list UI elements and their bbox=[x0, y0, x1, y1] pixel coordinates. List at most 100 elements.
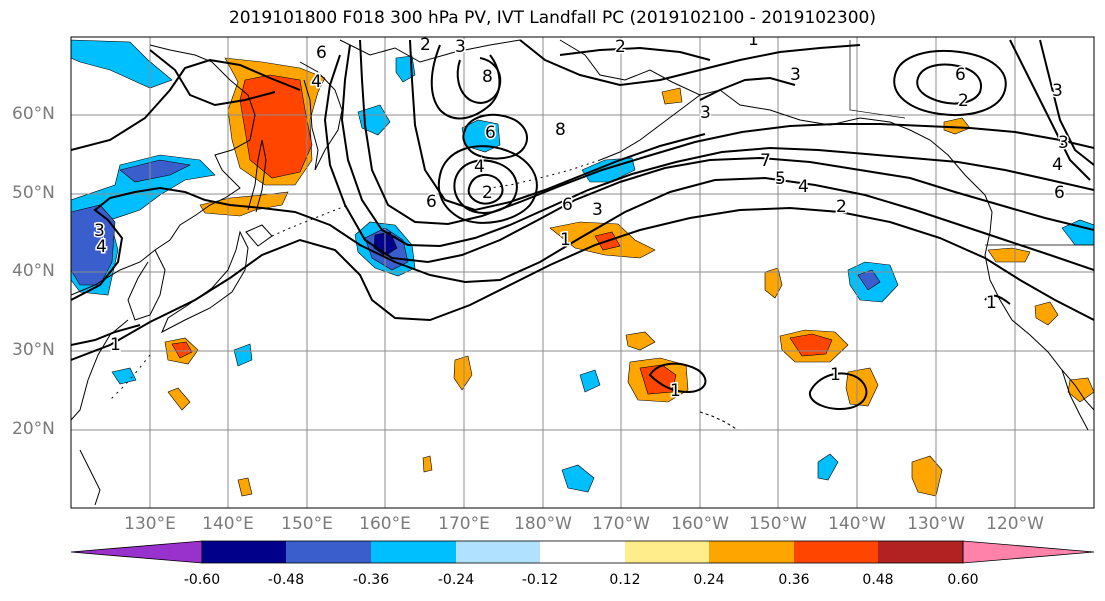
pv-contour-ring-ne-2 bbox=[916, 63, 982, 105]
lat-label-30n: 30°N bbox=[12, 340, 55, 360]
pv-contour-low-3 bbox=[467, 173, 504, 205]
shade-orange-gulf-alaska bbox=[943, 117, 971, 135]
shade-blue-27n-w bbox=[111, 367, 137, 385]
shade-blue-oregon bbox=[1061, 219, 1094, 246]
pv-contour-label-layer: 6 2 1 2 3 8 6 8 4 2 6 6 3 1 7 5 4 2 3 3 … bbox=[93, 35, 1071, 403]
pv-contour-label: 3 bbox=[1052, 81, 1063, 101]
pv-contour-label: 2 bbox=[958, 91, 969, 111]
pv-contour-label: 4 bbox=[96, 237, 107, 257]
pv-contour-label: 5 bbox=[775, 169, 786, 189]
colorbar-tick-label: 0.24 bbox=[693, 572, 725, 588]
colorbar-segment bbox=[878, 541, 963, 563]
shade-orange-28n-mid bbox=[453, 355, 473, 391]
pv-contour-trough-2 bbox=[456, 57, 502, 104]
shade-orange-34n bbox=[1034, 301, 1059, 326]
pv-contour-ring-ne-1 bbox=[893, 49, 1007, 116]
pv-contours bbox=[71, 39, 1094, 410]
shade-orange-17n-w bbox=[422, 455, 433, 473]
coast-philippines bbox=[79, 449, 101, 506]
colorbar-tick-label: -0.36 bbox=[352, 572, 390, 588]
pv-contour-1 bbox=[71, 206, 1094, 361]
pv-contour-1-hawaii bbox=[648, 362, 707, 394]
pv-contour-label: 1 bbox=[560, 230, 571, 250]
pv-contour-label: 4 bbox=[311, 72, 322, 92]
lon-label: 150°E bbox=[281, 514, 333, 534]
pv-contour-2 bbox=[71, 176, 1094, 301]
coast-alaska-west bbox=[559, 39, 986, 196]
coast-baja bbox=[1061, 369, 1089, 431]
pv-contour-label: 2 bbox=[836, 197, 847, 217]
pv-contour-label: 2 bbox=[420, 35, 431, 55]
pv-contour-label: 6 bbox=[562, 195, 573, 215]
lon-label: 160°E bbox=[359, 514, 411, 534]
shade-orange-24n-w bbox=[167, 387, 191, 411]
pv-contour-label: 6 bbox=[316, 43, 327, 63]
colorbar-segment bbox=[625, 541, 709, 563]
pv-contour-label: 4 bbox=[798, 177, 809, 197]
colorbar-extend-low bbox=[70, 540, 203, 564]
pv-contour-1-west bbox=[71, 324, 141, 346]
lon-label: 170°E bbox=[438, 514, 490, 534]
shade-orange-27n bbox=[845, 367, 879, 407]
coast-sakhalin bbox=[247, 139, 267, 213]
shade-blue-18n-e bbox=[817, 453, 839, 481]
pv-contour-label: 2 bbox=[482, 183, 493, 203]
shade-orange-japan-sea bbox=[199, 191, 289, 217]
lon-label: 140°W bbox=[828, 514, 886, 534]
shade-orange-40n-b bbox=[987, 247, 1031, 263]
coast-kurils bbox=[271, 204, 349, 237]
colorbar-segment bbox=[286, 541, 371, 563]
pv-contour-w-loop-2 bbox=[149, 49, 276, 107]
pv-contour-top-3 bbox=[699, 76, 796, 101]
pv-contour-label: 3 bbox=[700, 103, 711, 123]
pv-contour-label: 8 bbox=[555, 120, 566, 140]
lat-label-50n: 50°N bbox=[12, 183, 55, 203]
colorbar-segment bbox=[709, 541, 794, 563]
coast-chukotka bbox=[339, 39, 521, 63]
colorbar-segment bbox=[456, 541, 540, 563]
pv-contour-low-2 bbox=[453, 159, 518, 214]
pv-contour-east-1 bbox=[984, 294, 1011, 305]
pv-contour-label: 6 bbox=[1054, 183, 1065, 203]
coast-ryukyu bbox=[109, 354, 151, 401]
coast-korea bbox=[127, 249, 166, 321]
colorbar-tick-label: -0.60 bbox=[183, 572, 221, 588]
pv-contour-4 bbox=[340, 44, 1094, 248]
pv-contour-east-edge bbox=[1039, 39, 1094, 166]
lon-label: 160°W bbox=[671, 514, 729, 534]
colorbar-tick-label: 0.48 bbox=[862, 572, 894, 588]
shade-orange-32n-mid bbox=[625, 331, 656, 351]
coast-alaska-pen bbox=[599, 94, 701, 161]
pv-contour-label: 8 bbox=[482, 67, 493, 87]
shade-blue-17n-mid bbox=[561, 464, 595, 493]
colorbar-segment bbox=[540, 541, 625, 563]
pv-contour-label: 4 bbox=[1052, 155, 1063, 175]
coast-asia-mainland bbox=[71, 44, 256, 296]
lon-label: 180°W bbox=[514, 514, 572, 534]
shade-blue-26n-mid bbox=[579, 369, 601, 393]
border-alaska-canada bbox=[849, 40, 906, 119]
pv-contour-label: 3 bbox=[94, 221, 105, 241]
lon-label: 120°W bbox=[986, 514, 1044, 534]
colorbar-tick-label: -0.48 bbox=[267, 572, 305, 588]
pv-contour-label: 6 bbox=[955, 65, 966, 85]
pv-contour-3 bbox=[323, 54, 1094, 264]
colorbar-tick-label: 0.60 bbox=[947, 572, 979, 588]
pv-contour-label: 3 bbox=[1058, 133, 1069, 153]
coastlines bbox=[71, 39, 1094, 506]
pv-contour-top-1 bbox=[519, 39, 861, 87]
colorbar-tick-label: 0.36 bbox=[778, 572, 810, 588]
pv-contour-label: 3 bbox=[790, 65, 801, 85]
pv-contour-label: 1 bbox=[110, 335, 121, 355]
pv-contour-low-1 bbox=[437, 145, 538, 224]
shade-red-japan-s bbox=[171, 341, 193, 359]
lat-label-60n: 60°N bbox=[12, 104, 55, 124]
lat-label-40n: 40°N bbox=[12, 261, 55, 281]
pv-contour-top-2 bbox=[559, 46, 711, 61]
map-frame bbox=[70, 36, 1095, 509]
colorbar-frame bbox=[201, 540, 964, 564]
map-title: 2019101800 F018 300 hPa PV, IVT Landfall… bbox=[228, 8, 876, 28]
colorbar-tick-label: -0.24 bbox=[437, 572, 475, 588]
pv-contour-label: 1 bbox=[670, 381, 681, 401]
